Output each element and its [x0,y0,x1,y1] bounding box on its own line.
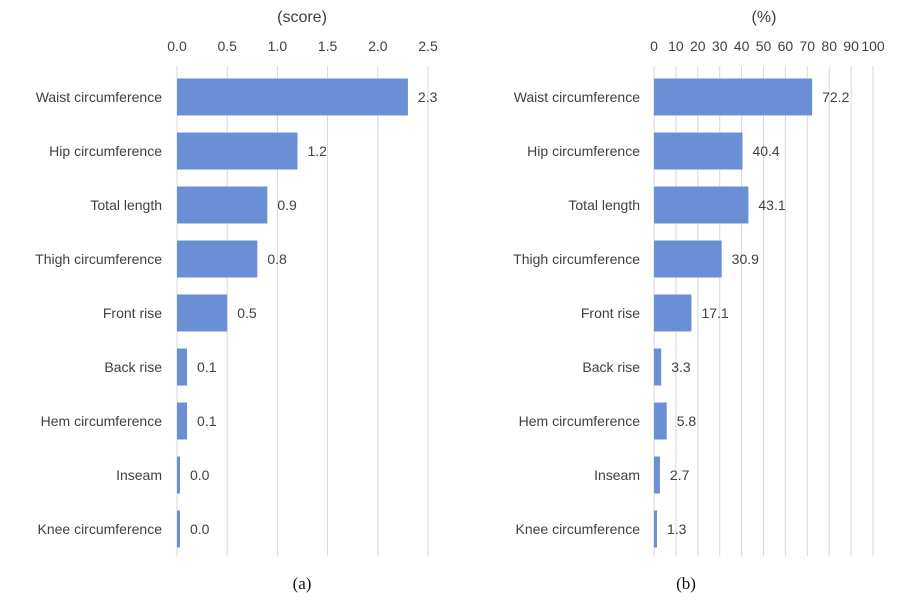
data-label-a: 0.1 [197,359,217,375]
bar-b [654,241,722,278]
category-label-a: Waist circumference [36,89,163,105]
data-label-a: 0.5 [237,305,257,321]
bar-a [177,349,187,386]
bar-b [654,457,660,494]
tick-label-b: 0 [650,38,658,54]
category-label-b: Waist circumference [514,89,641,105]
tick-label-b: 40 [734,38,750,54]
category-label-b: Hem circumference [519,413,641,429]
data-label-a: 0.0 [190,467,210,483]
bar-a [177,403,187,440]
category-label-b: Hip circumference [527,143,640,159]
bar-b [654,187,748,224]
category-label-b: Thigh circumference [513,251,640,267]
data-label-b: 17.1 [701,305,728,321]
data-label-b: 5.8 [677,413,697,429]
data-label-b: 72.2 [822,89,849,105]
category-label-a: Hip circumference [49,143,162,159]
tick-label-a: 1.0 [268,38,288,54]
data-label-b: 2.7 [670,467,690,483]
data-label-b: 30.9 [732,251,759,267]
category-label-a: Hem circumference [41,413,163,429]
data-label-a: 0.9 [277,197,297,213]
bar-a [177,457,180,494]
bar-a [177,133,297,170]
category-label-a: Inseam [116,467,162,483]
tick-label-b: 30 [712,38,728,54]
axis-unit-title-a: (score) [277,9,327,26]
tick-label-b: 70 [800,38,816,54]
bar-a [177,295,227,332]
data-label-b: 1.3 [667,521,687,537]
tick-label-b: 100 [861,38,885,54]
data-label-a: 2.3 [418,89,438,105]
tick-label-a: 2.5 [418,38,438,54]
category-label-b: Inseam [594,467,640,483]
bar-a [177,511,180,548]
bar-b [654,403,667,440]
bar-b [654,349,661,386]
category-label-a: Front rise [103,305,162,321]
data-label-a: 0.0 [190,521,210,537]
tick-label-b: 90 [843,38,859,54]
bar-a [177,241,257,278]
tick-label-a: 1.5 [318,38,338,54]
tick-label-a: 0.5 [217,38,237,54]
bar-a [177,187,267,224]
bar-b [654,133,742,170]
data-label-b: 40.4 [752,143,779,159]
bar-b [654,511,657,548]
category-label-a: Total length [90,197,162,213]
data-label-b: 3.3 [671,359,691,375]
panel-caption-b: (b) [676,574,696,593]
tick-label-a: 0.0 [167,38,187,54]
chart-a-score: (score) 0.0 0.5 1.0 1.5 2.0 2.5 Waist circumfer… [35,9,438,593]
chart-b-percent: (%) 0 10 20 30 40 50 60 70 80 90 100 Waist circumfer… [513,9,885,593]
data-label-b: 43.1 [758,197,785,213]
category-label-a: Thigh circumference [35,251,162,267]
tick-label-b: 10 [668,38,684,54]
tick-label-a: 2.0 [368,38,388,54]
data-label-a: 1.2 [307,143,327,159]
tick-label-b: 50 [756,38,772,54]
panel-caption-a: (a) [293,574,312,593]
data-label-a: 0.1 [197,413,217,429]
bar-b [654,295,691,332]
category-label-a: Back rise [104,359,162,375]
tick-label-b: 60 [778,38,794,54]
axis-unit-title-b: (%) [752,9,777,26]
category-label-a: Knee circumference [37,521,162,537]
category-label-b: Total length [568,197,640,213]
category-label-b: Front rise [581,305,640,321]
category-label-b: Knee circumference [515,521,640,537]
tick-label-b: 20 [690,38,706,54]
bar-a [177,79,408,116]
bar-b [654,79,812,116]
category-label-b: Back rise [582,359,640,375]
data-label-a: 0.8 [267,251,287,267]
tick-label-b: 80 [821,38,837,54]
